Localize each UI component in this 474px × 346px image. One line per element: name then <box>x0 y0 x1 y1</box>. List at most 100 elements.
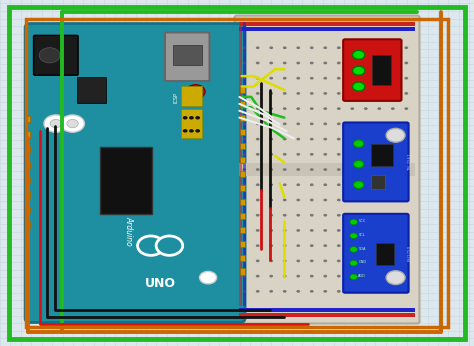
Circle shape <box>44 115 68 132</box>
Circle shape <box>350 219 357 225</box>
Circle shape <box>296 260 300 262</box>
Circle shape <box>310 122 314 125</box>
Circle shape <box>323 275 327 277</box>
Circle shape <box>350 260 354 262</box>
Circle shape <box>391 153 395 156</box>
Circle shape <box>337 62 341 64</box>
Circle shape <box>364 229 368 232</box>
Circle shape <box>283 153 287 156</box>
Circle shape <box>269 229 273 232</box>
Circle shape <box>310 260 314 262</box>
Circle shape <box>350 138 354 140</box>
Circle shape <box>337 229 341 232</box>
Circle shape <box>283 229 287 232</box>
Circle shape <box>337 92 341 95</box>
Circle shape <box>350 168 354 171</box>
Circle shape <box>323 214 327 217</box>
Circle shape <box>189 129 194 133</box>
Circle shape <box>377 168 381 171</box>
Bar <box>240 213 245 219</box>
Circle shape <box>296 153 300 156</box>
Circle shape <box>269 244 273 247</box>
Circle shape <box>323 199 327 201</box>
Circle shape <box>354 140 364 147</box>
Circle shape <box>364 77 368 80</box>
Circle shape <box>283 92 287 95</box>
Circle shape <box>386 271 405 284</box>
Circle shape <box>323 138 327 140</box>
Bar <box>239 163 415 176</box>
Circle shape <box>310 229 314 232</box>
Bar <box>371 175 384 189</box>
Bar <box>25 146 30 153</box>
Circle shape <box>296 199 300 201</box>
Bar <box>25 177 30 183</box>
Circle shape <box>354 161 364 168</box>
Bar <box>239 308 415 312</box>
Circle shape <box>283 275 287 277</box>
Text: TSL2561: TSL2561 <box>408 153 412 171</box>
Circle shape <box>283 244 287 247</box>
Bar <box>240 240 245 247</box>
Circle shape <box>404 183 408 186</box>
Circle shape <box>377 229 381 232</box>
Circle shape <box>337 290 341 293</box>
Circle shape <box>296 214 300 217</box>
Circle shape <box>310 77 314 80</box>
Circle shape <box>242 92 246 95</box>
Circle shape <box>323 122 327 125</box>
Circle shape <box>256 62 260 64</box>
Circle shape <box>310 153 314 156</box>
Circle shape <box>50 119 62 128</box>
Circle shape <box>310 199 314 201</box>
Circle shape <box>256 153 260 156</box>
Circle shape <box>67 119 78 128</box>
Circle shape <box>195 129 200 133</box>
Circle shape <box>242 153 246 156</box>
Text: GND: GND <box>358 261 366 264</box>
Circle shape <box>296 229 300 232</box>
FancyBboxPatch shape <box>235 16 419 324</box>
Circle shape <box>404 290 408 293</box>
Circle shape <box>256 199 260 201</box>
Text: Arduino: Arduino <box>124 216 133 246</box>
Circle shape <box>353 50 365 59</box>
Circle shape <box>377 138 381 140</box>
Circle shape <box>269 183 273 186</box>
Circle shape <box>350 244 354 247</box>
Circle shape <box>337 153 341 156</box>
Circle shape <box>377 46 381 49</box>
Bar <box>100 147 152 214</box>
Circle shape <box>242 199 246 201</box>
Circle shape <box>350 107 354 110</box>
Circle shape <box>242 290 246 293</box>
Circle shape <box>391 214 395 217</box>
Circle shape <box>350 153 354 156</box>
Circle shape <box>391 168 395 171</box>
Circle shape <box>296 77 300 80</box>
Bar <box>240 185 245 191</box>
Bar <box>25 222 30 228</box>
Circle shape <box>404 244 408 247</box>
Bar <box>240 143 245 149</box>
Bar <box>239 22 415 26</box>
Circle shape <box>283 138 287 140</box>
Circle shape <box>310 107 314 110</box>
Bar <box>25 162 30 168</box>
Circle shape <box>242 244 246 247</box>
Circle shape <box>296 122 300 125</box>
Circle shape <box>269 214 273 217</box>
Circle shape <box>391 275 395 277</box>
Circle shape <box>350 261 357 266</box>
FancyBboxPatch shape <box>343 214 409 293</box>
Circle shape <box>242 229 246 232</box>
Circle shape <box>310 275 314 277</box>
Circle shape <box>337 214 341 217</box>
Circle shape <box>269 77 273 80</box>
Circle shape <box>350 62 354 64</box>
Circle shape <box>183 129 188 133</box>
Text: SCL: SCL <box>359 233 366 237</box>
Circle shape <box>189 116 194 119</box>
Circle shape <box>337 77 341 80</box>
Circle shape <box>391 122 395 125</box>
